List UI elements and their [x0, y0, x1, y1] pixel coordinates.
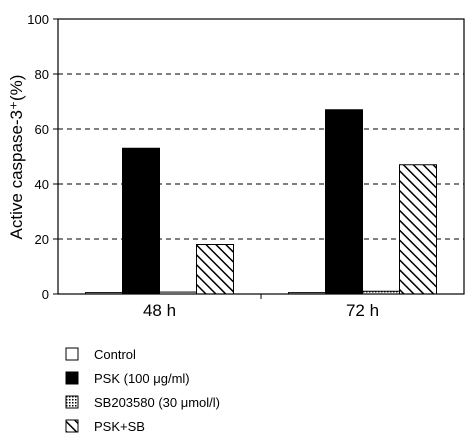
x-category-label: 48 h: [143, 301, 176, 320]
x-category-label: 72 h: [346, 301, 379, 320]
legend-swatch: [65, 395, 79, 409]
y-tick-label: 60: [35, 122, 49, 137]
y-tick-label: 0: [42, 287, 49, 302]
legend: Control PSK (100 μg/ml) SB203580 (30 μmol/…: [65, 347, 220, 434]
legend-label: SB203580 (30 μmol/l): [94, 395, 220, 410]
y-axis-label: Active caspase-3⁺(%): [7, 75, 26, 240]
bar: [122, 147, 160, 295]
legend-swatch: [65, 419, 79, 433]
y-tick-label: 80: [35, 67, 49, 82]
legend-label: PSK+SB: [94, 419, 145, 434]
bar: [399, 164, 437, 295]
y-ticks: 0 20 40 60 80 100: [27, 12, 49, 302]
x-categories: 48 h 72 h: [143, 301, 379, 320]
legend-label: Control: [94, 347, 136, 362]
legend-swatch: [65, 347, 79, 361]
bar: [325, 109, 363, 295]
y-tick-label: 40: [35, 177, 49, 192]
legend-label: PSK (100 μg/ml): [94, 371, 190, 386]
axes: [53, 18, 465, 299]
y-tick-label: 20: [35, 232, 49, 247]
y-tick-label: 100: [27, 12, 49, 27]
bar: [196, 244, 234, 295]
bars: [85, 109, 437, 295]
legend-swatch: [65, 371, 79, 385]
